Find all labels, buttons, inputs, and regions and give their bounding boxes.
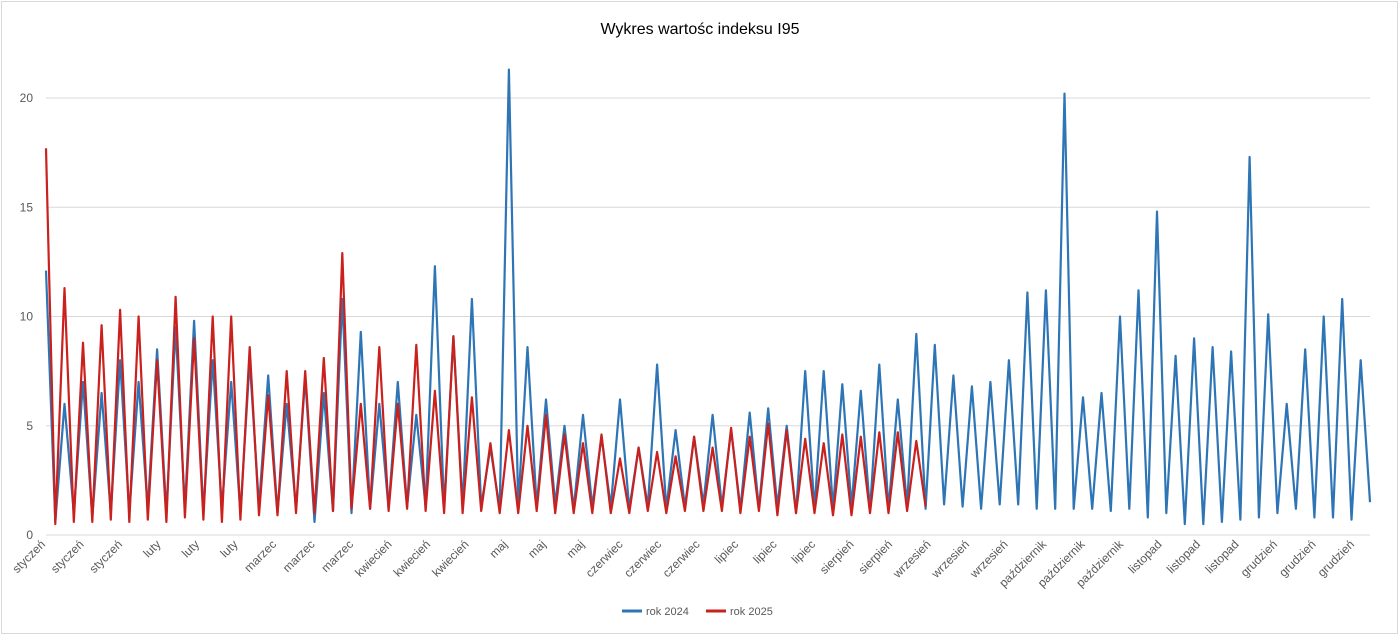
y-tick-label: 20 [20,91,34,105]
x-tick-label: czerwiec [660,537,703,580]
x-tick-label: luty [141,537,164,560]
y-tick-label: 10 [20,310,34,324]
x-tick-label: luty [218,537,241,560]
y-tick-label: 5 [26,419,33,433]
x-tick-label: wrzesień [890,537,934,581]
series-line-rok-2025 [44,148,927,526]
x-tick-label: lipiec [789,537,818,566]
x-tick-label: grudzień [1315,537,1357,579]
x-tick-label: luty [179,537,202,560]
x-tick-label: maj [564,537,588,561]
x-tick-label: marzec [318,537,356,575]
x-tick-label: czerwiec [621,537,664,580]
x-tick-label: kwiecień [429,537,471,579]
y-tick-label: 15 [20,200,34,214]
chart-title: Wykres wartośc indeksu I95 [600,21,799,38]
x-tick-label: listopad [1125,537,1164,576]
x-tick-label: styczeń [48,537,87,576]
x-tick-label: czerwiec [583,537,626,580]
x-tick-label: lipiec [712,537,741,566]
x-tick-label: styczeń [86,537,125,576]
x-tick-label: grudzień [1238,537,1280,579]
x-tick-label: styczeń [9,537,48,576]
legend-label: rok 2024 [646,606,689,618]
x-tick-label: kwiecień [391,537,433,579]
x-tick-label: marzec [241,537,279,575]
x-tick-label: maj [525,537,549,561]
x-tick-label: listopad [1164,537,1203,576]
x-tick-label: maj [487,537,511,561]
x-tick-label: lipiec [750,537,779,566]
x-tick-label: marzec [280,537,318,575]
x-tick-label: sierpień [817,537,857,577]
legend-label: rok 2025 [730,606,773,618]
x-tick-label: wrzesień [928,537,972,581]
x-tick-label: kwiecień [352,537,394,579]
series-line-rok-2024 [44,68,1372,526]
x-tick-label: listopad [1202,537,1241,576]
y-tick-label: 0 [26,528,33,542]
x-tick-label: grudzień [1276,537,1318,579]
